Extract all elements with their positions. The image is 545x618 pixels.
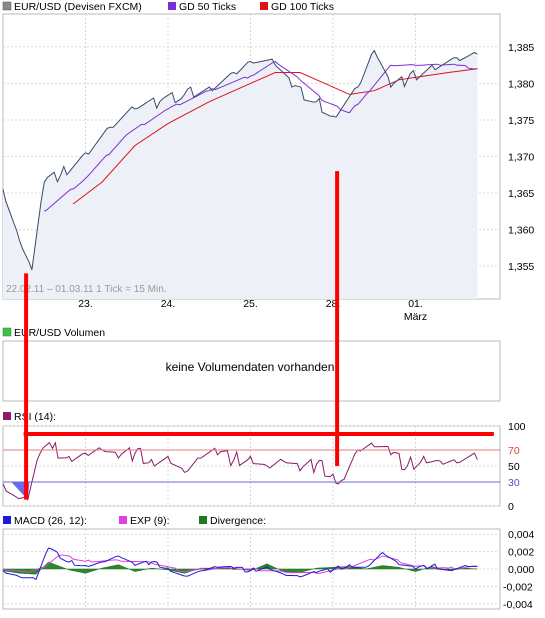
date-label-maerz: März xyxy=(404,311,427,323)
rsi-grid xyxy=(3,425,500,507)
legend-swatch-divergence xyxy=(199,516,207,524)
legend-label-gd100: GD 100 Ticks xyxy=(271,1,334,13)
legend-swatch-volume xyxy=(2,327,12,337)
date-label-23: 23. xyxy=(78,298,93,310)
macd-y-axis: 0,004 0,002 0,000 -0,002 -0,004 xyxy=(503,529,534,611)
price-line xyxy=(2,49,478,270)
legend-swatch-gd50 xyxy=(168,2,176,10)
date-label-24: 24. xyxy=(161,298,176,310)
legend-swatch-rsi xyxy=(3,412,11,420)
macd-line xyxy=(2,547,478,581)
volume-legend: EUR/USD Volumen xyxy=(2,327,105,339)
price-tick-label-4: 1,375 xyxy=(508,115,534,127)
annotation-lines xyxy=(23,171,494,500)
price-tick-label-2: 1,365 xyxy=(508,188,534,200)
legend-label-macd: MACD (26, 12): xyxy=(14,515,87,527)
volume-empty-message: keine Volumendaten vorhanden xyxy=(165,360,335,374)
macd-tick-0000: 0,000 xyxy=(508,564,534,576)
gd50-line xyxy=(44,60,478,212)
macd-tick-0004: 0,004 xyxy=(508,529,534,541)
rsi-y-axis: 100 70 50 30 0 xyxy=(508,421,526,513)
rsi-tick-50: 50 xyxy=(508,461,520,473)
price-tick-label-0: 1,355 xyxy=(508,261,534,273)
rsi-tick-70: 70 xyxy=(508,445,520,457)
price-tick-label-6: 1,385 xyxy=(508,42,534,54)
rsi-line xyxy=(2,441,478,501)
rsi-tick-100: 100 xyxy=(508,421,526,433)
date-label-25: 25. xyxy=(243,298,258,310)
legend-label-price: EUR/USD (Devisen FXCM) xyxy=(14,1,142,13)
exp-line xyxy=(2,554,478,574)
legend-swatch-gd100 xyxy=(260,2,268,10)
rsi-tick-30: 30 xyxy=(508,477,520,489)
price-legend: EUR/USD (Devisen FXCM) GD 50 Ticks GD 10… xyxy=(2,1,334,13)
legend-swatch-macd xyxy=(3,516,11,524)
rsi-tick-0: 0 xyxy=(508,501,514,513)
legend-label-exp: EXP (9): xyxy=(130,515,170,527)
price-tick-label-3: 1,370 xyxy=(508,152,534,164)
legend-label-rsi: RSI (14): xyxy=(14,411,56,423)
price-y-axis: 1,355 1,360 1,365 1,370 1,375 1,380 1,385 xyxy=(508,42,534,273)
volume-plot-frame xyxy=(2,340,501,402)
legend-label-volume: EUR/USD Volumen xyxy=(14,327,105,339)
price-info-text: 22.02.11 – 01.03.11 1 Tick = 15 Min. xyxy=(6,284,167,295)
legend-swatch-exp xyxy=(119,516,127,524)
legend-label-gd50: GD 50 Ticks xyxy=(179,1,236,13)
macd-legend: MACD (26, 12): EXP (9): Divergence: xyxy=(3,515,266,527)
price-tick-label-5: 1,380 xyxy=(508,78,534,90)
legend-swatch-price xyxy=(2,1,12,11)
rsi-legend: RSI (14): xyxy=(3,411,56,423)
macd-tick-0002: 0,002 xyxy=(508,547,534,559)
price-tick-label-1: 1,360 xyxy=(508,225,534,237)
date-axis: 23. 24. 25. 28. 01. März xyxy=(78,298,427,323)
macd-tick-neg-0002: -0,002 xyxy=(503,581,533,593)
price-area xyxy=(3,50,478,299)
date-label-01: 01. xyxy=(408,298,423,310)
legend-label-divergence: Divergence: xyxy=(210,515,266,527)
macd-tick-neg-0004: -0,004 xyxy=(503,599,533,611)
